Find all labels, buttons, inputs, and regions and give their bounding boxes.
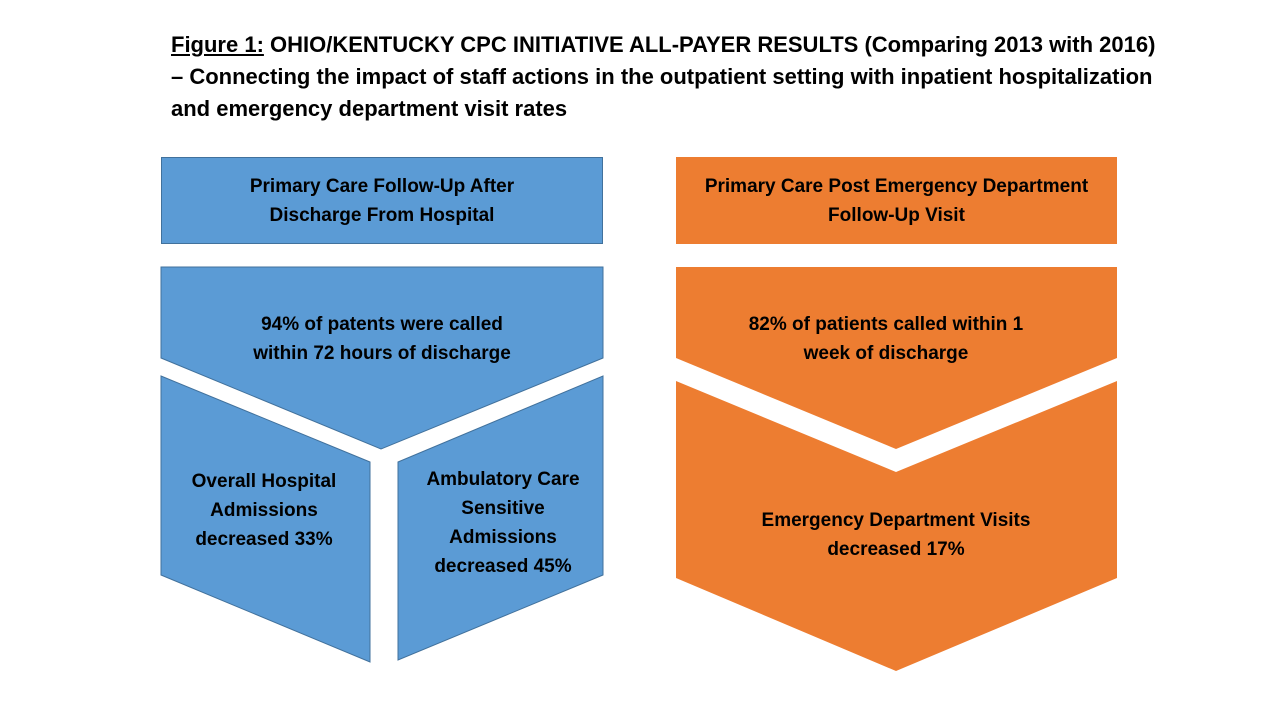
blue-step-chevron xyxy=(160,266,604,450)
text-line: within 72 hours of discharge xyxy=(253,343,511,364)
blue-result-left-shape xyxy=(160,375,371,663)
figure-label: Figure 1: xyxy=(171,32,264,57)
orange-step-chevron xyxy=(676,267,1117,449)
ambulatory-admissions-result: Ambulatory Care Sensitive Admissions dec… xyxy=(403,465,603,581)
header-line: Primary Care Follow-Up After xyxy=(249,175,515,197)
text-line: Sensitive xyxy=(461,498,545,519)
blue-step-text: 94% of patents were called within 72 hou… xyxy=(181,310,583,368)
hospital-admissions-result: Overall Hospital Admissions decreased 33… xyxy=(166,466,362,554)
ed-visits-result: Emergency Department Visits decreased 17… xyxy=(696,506,1096,564)
text-line: week of discharge xyxy=(803,343,969,364)
orange-result-chevron xyxy=(676,381,1117,671)
header-line: Discharge From Hospital xyxy=(269,204,495,226)
text-line: 94% of patents were called xyxy=(261,314,503,335)
text-line: decreased 17% xyxy=(827,539,965,560)
blue-result-right-shape xyxy=(397,375,604,661)
figure-title: Figure 1: OHIO/KENTUCKY CPC INITIATIVE A… xyxy=(171,29,1171,125)
text-line: decreased 33% xyxy=(195,528,333,550)
text-line: Overall Hospital xyxy=(191,470,337,492)
text-line: Admissions xyxy=(210,499,318,521)
text-line: Ambulatory Care xyxy=(426,469,580,490)
text-line: Admissions xyxy=(449,527,557,548)
orange-step-text: 82% of patients called within 1 week of … xyxy=(686,310,1086,368)
text-line: 82% of patients called within 1 xyxy=(748,314,1024,335)
figure-title-text: OHIO/KENTUCKY CPC INITIATIVE ALL-PAYER R… xyxy=(171,32,1156,121)
text-line: Emergency Department Visits xyxy=(761,510,1031,531)
header-line: Follow-Up Visit xyxy=(828,204,965,226)
hospital-discharge-followup-header: Primary Care Follow-Up After Discharge F… xyxy=(161,157,603,244)
text-line: decreased 45% xyxy=(434,556,572,577)
ed-followup-header: Primary Care Post Emergency Department F… xyxy=(676,157,1117,244)
header-line: Primary Care Post Emergency Department xyxy=(704,175,1089,197)
